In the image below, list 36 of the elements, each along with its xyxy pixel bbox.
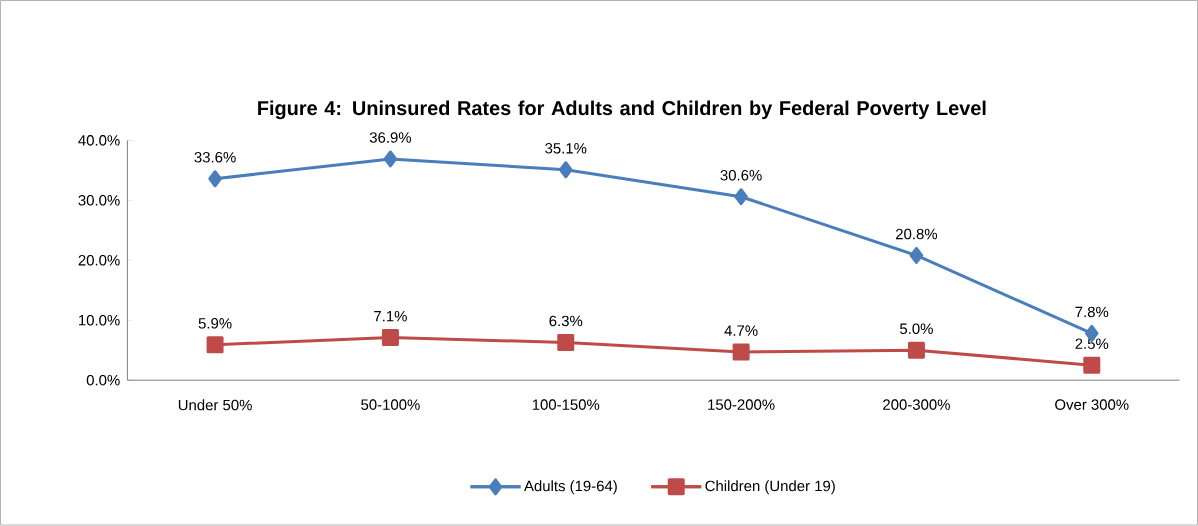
data-label: 30.6% [720,170,762,181]
point [559,161,573,179]
y-tick-label: 40.0% [78,135,120,146]
point [206,336,224,354]
point [557,334,575,352]
point [381,329,399,347]
data-label: 36.9% [369,132,412,143]
y-tick-label: 0.0% [86,375,120,386]
data-label: 33.6% [194,152,236,163]
point [732,343,750,361]
data-label: 5.9% [198,318,232,329]
data-label: 5.0% [900,323,933,335]
y-tick-label: 20.0% [78,255,120,266]
point [909,247,924,265]
x-tick-label: Under 50% [178,399,252,411]
data-label: 4.7% [724,325,758,337]
y-tick-label: 30.0% [78,195,120,206]
point [1083,356,1101,374]
data-label: 7.8% [1075,306,1109,318]
data-label: 7.1% [374,311,407,322]
legend-label: Children (Under 19) [705,480,835,495]
legend-label: Adults (19-64) [524,480,617,495]
y-tick-label: 10.0% [79,315,120,326]
x-tick-label: 200-300% [883,399,950,411]
x-tick-label: 50-100% [361,399,420,411]
chart-title: Figure 4: Uninsured Rates for Adults and Children by Federal Poverty Level [258,100,986,120]
x-tick-label: 100-150% [532,399,600,411]
x-tick-label: Over 300% [1055,399,1129,411]
data-label: 35.1% [545,143,587,154]
data-label: 20.8% [896,228,938,240]
point [907,341,925,359]
data-label: 6.3% [549,315,583,327]
point [208,170,222,188]
point [734,188,748,206]
x-tick-label: 150-200% [708,399,775,411]
point [383,150,398,168]
